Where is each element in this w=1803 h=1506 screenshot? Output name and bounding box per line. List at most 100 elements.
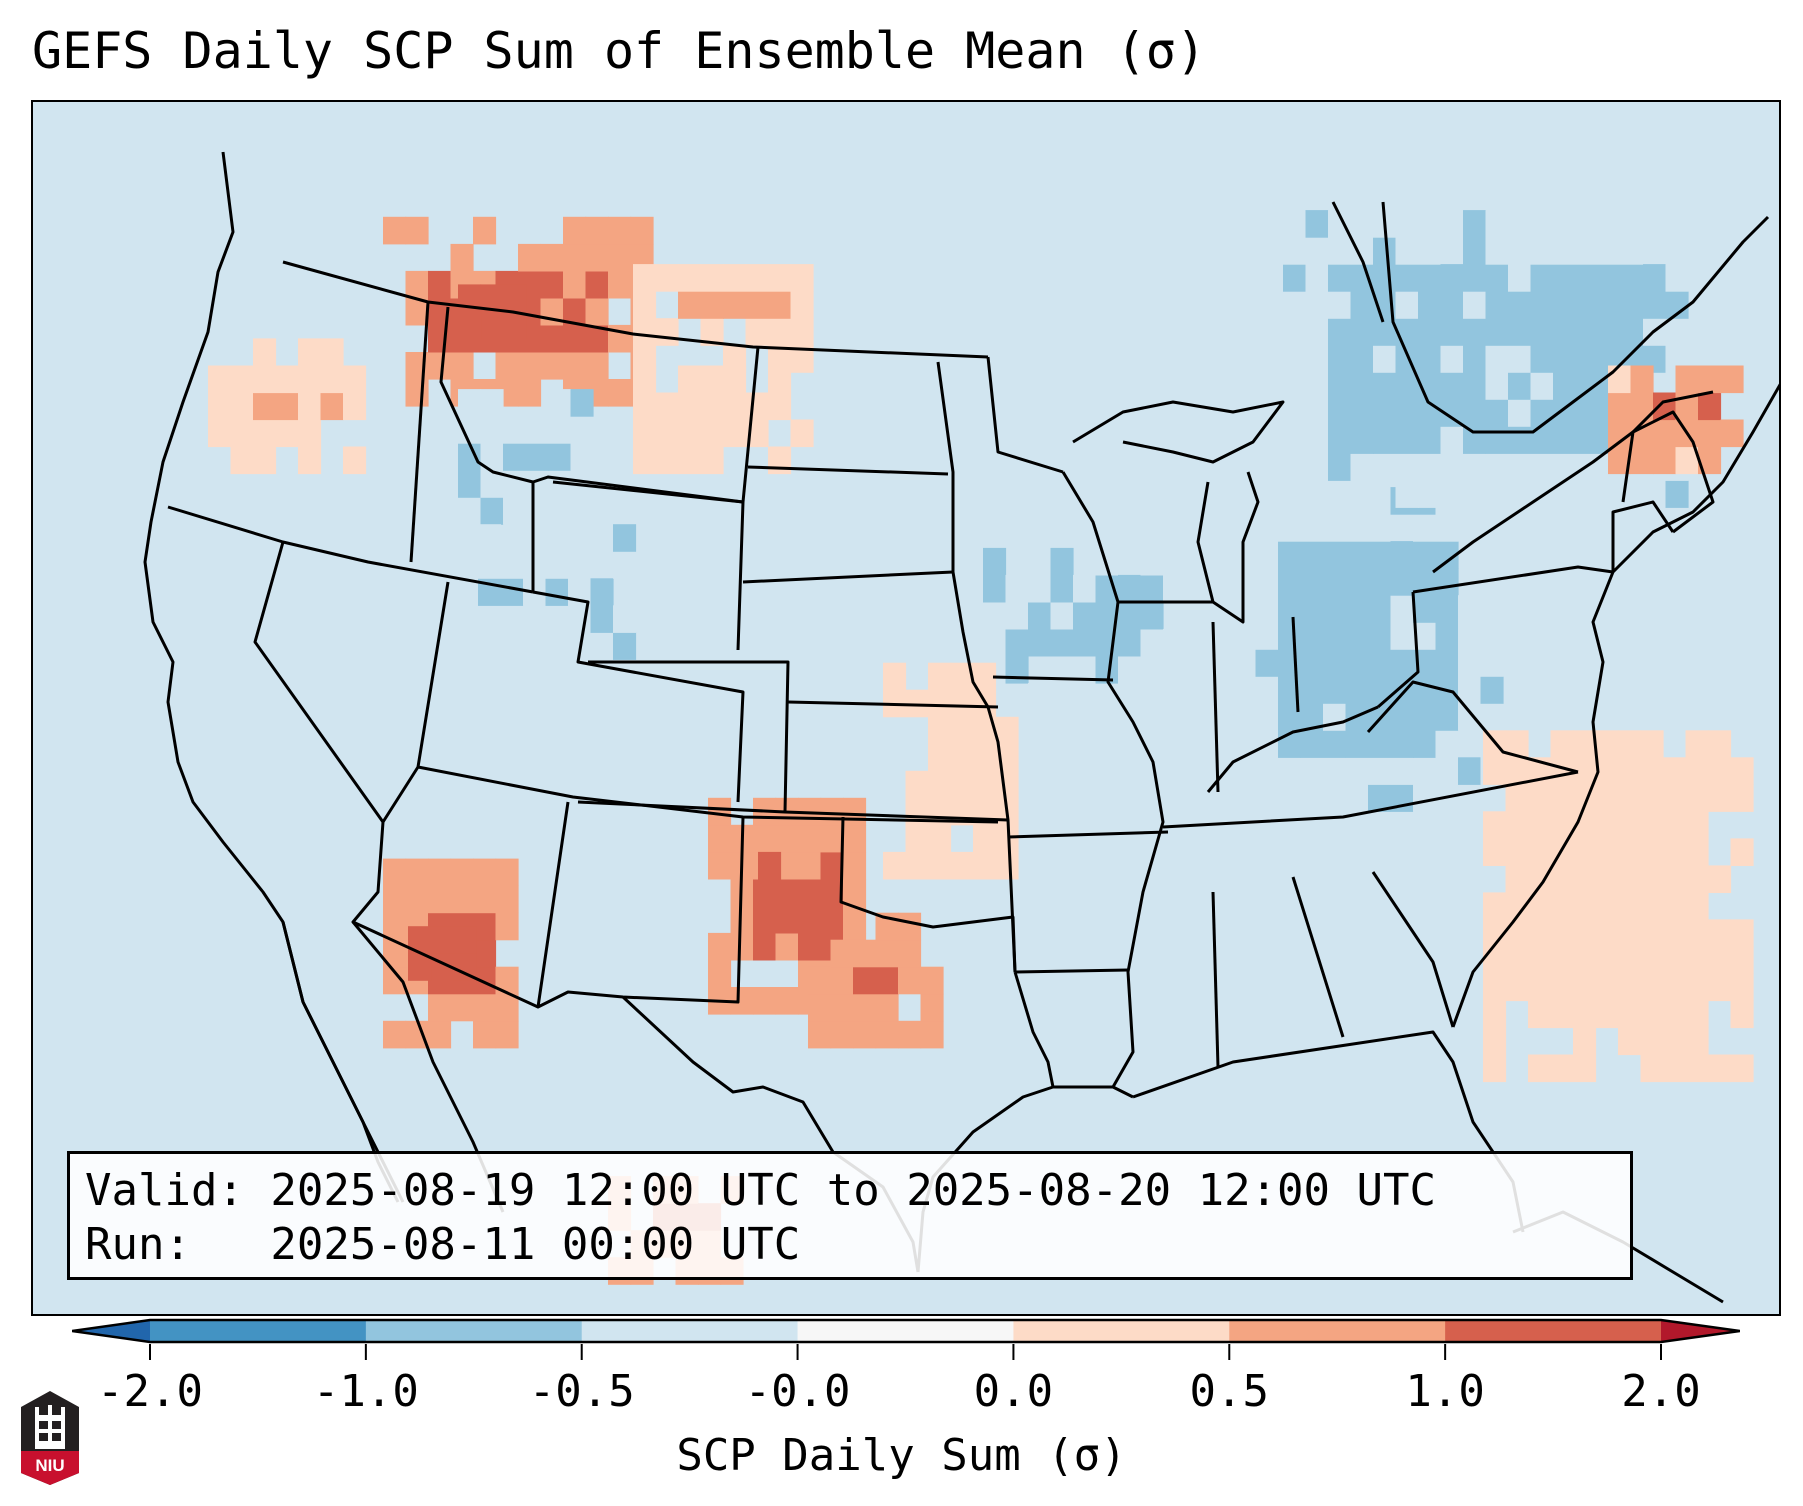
anomaly-cell	[405, 216, 429, 245]
anomaly-cell	[700, 392, 724, 421]
anomaly-cell	[1640, 892, 1664, 920]
anomaly-cell	[758, 851, 782, 880]
anomaly-cell	[920, 966, 944, 995]
anomaly-cell	[1640, 1000, 1664, 1029]
anomaly-cell	[1390, 622, 1414, 650]
washington-oregon	[167, 505, 534, 594]
anomaly-cell	[1440, 345, 1464, 373]
anomaly-cell	[1255, 568, 1279, 596]
anomaly-cell	[503, 443, 527, 471]
anomaly-cell	[973, 662, 997, 691]
anomaly-cell	[1418, 264, 1442, 292]
anomaly-cell	[905, 770, 929, 799]
anomaly-cell	[1630, 365, 1654, 394]
anomaly-cell	[1485, 345, 1509, 373]
anomaly-cell	[700, 318, 724, 346]
great-lakes-michigan	[1196, 471, 1260, 624]
anomaly-cell	[1463, 318, 1487, 346]
anomaly-cell	[950, 770, 974, 799]
anomaly-cell	[478, 632, 502, 660]
anomaly-cell	[1328, 264, 1352, 292]
anomaly-cell	[1530, 210, 1554, 238]
anomaly-cell	[408, 926, 432, 954]
anomaly-cell	[1505, 784, 1529, 812]
anomaly-cell	[1595, 919, 1619, 947]
anomaly-cell	[1328, 372, 1352, 400]
anomaly-cell	[1050, 574, 1074, 603]
anomaly-cell	[253, 338, 277, 366]
montana-south	[532, 475, 744, 504]
anomaly-cell	[1305, 210, 1329, 238]
anomaly-cell	[655, 419, 679, 448]
anomaly-cell	[905, 824, 929, 853]
anomaly-cell	[883, 851, 907, 880]
anomaly-cell	[1483, 1027, 1507, 1056]
anomaly-cell	[1028, 601, 1052, 630]
anomaly-cell	[1608, 419, 1632, 448]
anomaly-cell	[1278, 487, 1302, 515]
anomaly-cell	[928, 770, 952, 799]
anomaly-cell	[1255, 514, 1279, 542]
arizona-nm	[536, 801, 745, 1009]
anomaly-cell	[700, 264, 724, 292]
anomaly-cell	[798, 824, 822, 853]
anomaly-cell	[853, 939, 877, 968]
colorbar-tick-label: 2.0	[1621, 1366, 1701, 1417]
kansas-oklahoma	[784, 810, 1009, 822]
anomaly-cell	[545, 578, 569, 606]
anomaly-cell	[1435, 541, 1459, 569]
anomaly-cell	[428, 993, 452, 1022]
anomaly-cell	[480, 470, 504, 498]
anomaly-cell	[1118, 601, 1142, 630]
anomaly-cell	[973, 716, 997, 745]
anomaly-cell	[1300, 541, 1324, 569]
anomaly-cell	[1413, 730, 1437, 758]
anomaly-cell	[928, 824, 952, 853]
anomaly-cell	[1480, 622, 1504, 650]
anomaly-cell	[1390, 730, 1414, 758]
anomaly-cell	[1685, 784, 1709, 812]
anomaly-cell	[1528, 784, 1552, 812]
anomaly-cell	[1598, 237, 1622, 265]
anomaly-cell	[1598, 480, 1622, 508]
niu-logo-text: NIU	[35, 1456, 64, 1475]
anomaly-cell	[1550, 784, 1574, 812]
anomaly-cell	[1530, 399, 1554, 427]
anomaly-cell	[1595, 865, 1619, 893]
anomaly-cell	[1618, 784, 1642, 812]
anomaly-cell	[1595, 946, 1619, 974]
anomaly-cell	[1708, 784, 1732, 812]
anomaly-cell	[1480, 784, 1504, 812]
anomaly-cell	[1685, 919, 1709, 947]
anomaly-cell	[1328, 318, 1352, 346]
anomaly-cell	[1480, 541, 1504, 569]
anomaly-cell	[1573, 730, 1597, 758]
colorbar-bin	[1445, 1320, 1662, 1342]
anomaly-cell	[1278, 514, 1302, 542]
anomaly-cell	[1708, 973, 1732, 1002]
anomaly-cell	[633, 264, 657, 292]
anomaly-cell	[1463, 210, 1487, 238]
anomaly-cell	[343, 446, 367, 475]
anomaly-cell	[1373, 372, 1397, 400]
anomaly-cell	[1640, 811, 1664, 839]
anomaly-cell	[1595, 757, 1619, 785]
anomaly-cell	[428, 324, 452, 353]
anomaly-cell	[563, 216, 587, 245]
anomaly-cell	[608, 379, 632, 407]
anomaly-cell	[1350, 480, 1374, 508]
anomaly-cell	[753, 824, 777, 853]
anomaly-cell	[1328, 345, 1352, 373]
anomaly-cell	[1368, 730, 1392, 758]
anomaly-cell	[495, 966, 519, 995]
anomaly-cell	[875, 1020, 899, 1049]
anomaly-cell	[1640, 784, 1664, 812]
anomaly-cell	[1283, 291, 1307, 319]
anomaly-cell	[1508, 264, 1532, 292]
anomaly-cell	[613, 524, 637, 552]
colorbar-bin	[1229, 1320, 1446, 1342]
anomaly-cell	[523, 632, 547, 660]
anomaly-cell	[1395, 426, 1419, 454]
anomaly-cell	[1550, 892, 1574, 920]
anomaly-cell	[433, 524, 457, 552]
